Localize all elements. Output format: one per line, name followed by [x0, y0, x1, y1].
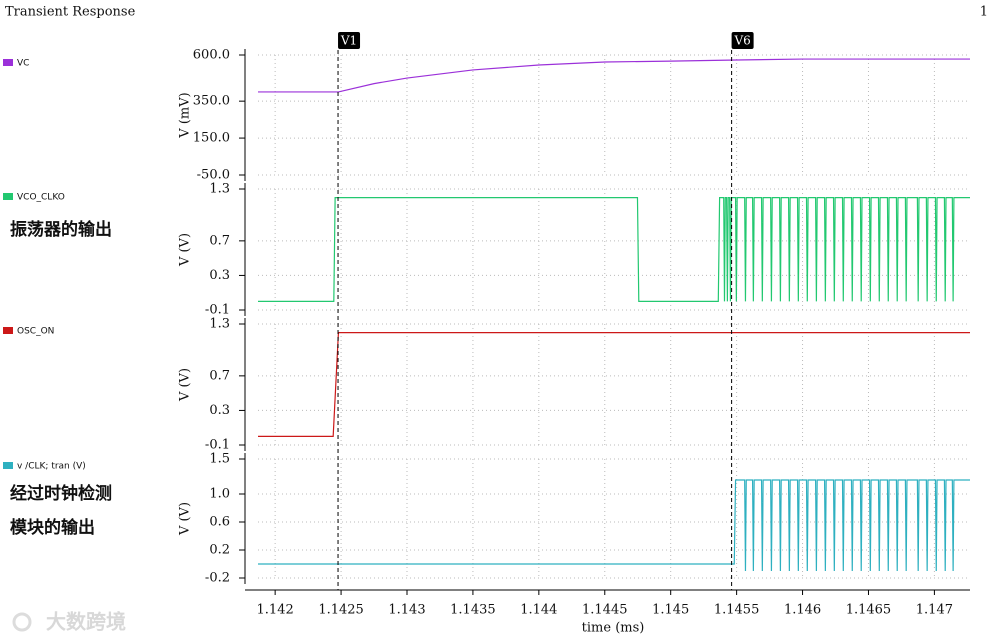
y-axis-label: V (V): [178, 502, 193, 536]
cursor-label: V1: [340, 34, 357, 48]
series-line: [258, 332, 970, 437]
y-tick-label: 0.6: [209, 515, 230, 530]
y-tick-label: 0.2: [209, 543, 230, 558]
y-tick-label: -0.1: [205, 303, 230, 318]
series-line: [258, 479, 970, 572]
annotation: 振荡器的输出: [10, 219, 112, 240]
annotation: 经过时钟检测: [10, 483, 112, 504]
y-tick-label: 150.0: [193, 131, 230, 146]
series-line: [258, 197, 970, 302]
cursor-label: V6: [733, 34, 750, 48]
legend-label: OSC_ON: [17, 327, 54, 337]
x-axis-label: time (ms): [582, 621, 645, 636]
y-tick-label: 0.7: [209, 233, 230, 248]
y-tick-label: 0.7: [209, 368, 230, 383]
x-tick-label: 1.1465: [846, 603, 892, 618]
legend-swatch: [3, 59, 13, 66]
legend-label: v /CLK; tran (V): [17, 462, 86, 472]
x-tick-label: 1.142: [257, 603, 294, 618]
x-tick-label: 1.147: [916, 603, 953, 618]
x-tick-label: 1.143: [388, 603, 425, 618]
x-tick-label: 1.146: [784, 603, 821, 618]
y-tick-label: 600.0: [193, 48, 230, 63]
y-tick-label: 1.0: [209, 487, 230, 502]
y-tick-label: 1.3: [209, 182, 230, 197]
y-axis-label: V (V): [178, 368, 193, 402]
series-line: [258, 58, 970, 93]
y-tick-label: -50.0: [197, 168, 230, 183]
legend-swatch: [3, 327, 13, 334]
watermark: 大数跨境: [46, 610, 126, 634]
x-tick-label: 1.1425: [318, 603, 364, 618]
y-axis-label: V (mV): [178, 92, 193, 138]
window-title: Transient Response: [5, 5, 136, 20]
legend-label: VC: [17, 59, 29, 69]
cursor-tag: [731, 32, 754, 49]
legend-label: VCO_CLKO: [17, 193, 65, 203]
legend-swatch: [3, 193, 13, 200]
x-tick-label: 1.1435: [450, 603, 496, 618]
y-axis-label: V (V): [178, 233, 193, 267]
x-tick-label: 1.144: [520, 603, 557, 618]
x-tick-label: 1.1445: [582, 603, 628, 618]
annotation: 模块的输出: [10, 517, 95, 538]
watermark-logo: [12, 612, 32, 632]
legend-swatch: [3, 462, 13, 469]
x-tick-label: 1.145: [652, 603, 689, 618]
y-tick-label: 1.3: [209, 317, 230, 332]
y-tick-label: 0.3: [209, 403, 230, 418]
cursor-tag: [338, 32, 361, 49]
x-tick-label: 1.1455: [714, 603, 760, 618]
y-tick-label: 1.5: [209, 452, 230, 467]
y-tick-label: 0.3: [209, 268, 230, 283]
y-tick-label: 350.0: [193, 94, 230, 109]
y-tick-label: -0.2: [205, 571, 230, 586]
y-tick-label: -0.1: [205, 438, 230, 453]
page-number: 1: [980, 5, 988, 20]
